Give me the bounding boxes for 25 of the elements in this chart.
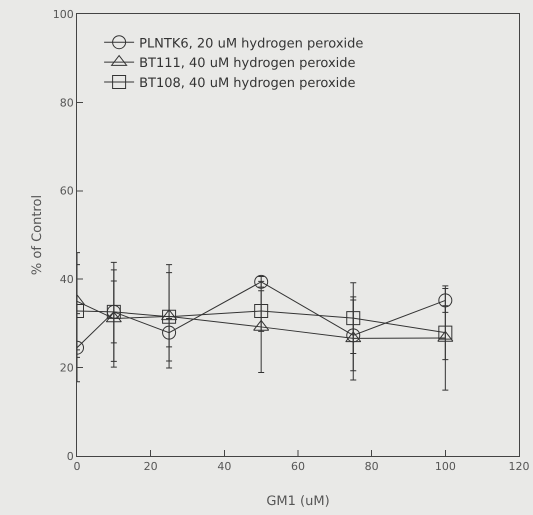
y-tick-label: 0 [66,450,74,463]
legend-label: PLNTK6, 20 uM hydrogen peroxide [139,36,364,52]
y-tick-label: 40 [60,273,74,286]
point [254,304,268,318]
point [346,328,360,342]
x-tick-label: 120 [508,460,530,474]
y-tick-label: 80 [60,96,74,110]
point [162,326,176,340]
x-tick-label: 100 [434,460,456,474]
point [346,311,360,326]
point [162,310,176,324]
y-tick-label: 20 [60,361,74,374]
x-tick-label: 40 [217,460,232,474]
y-tick-label: 60 [60,184,74,198]
x-axis-title: GM1 (uM) [266,494,330,509]
y-axis-title: % of Control [30,194,45,276]
legend-label: BT111, 40 uM hydrogen peroxide [139,56,356,72]
x-tick-label: 60 [291,460,305,474]
y-tick-label: 100 [52,8,74,21]
x-tick-label: 80 [364,460,379,474]
point [438,293,452,308]
point [254,274,268,289]
legend-label: BT108, 40 uM hydrogen peroxide [139,76,356,92]
x-tick-label: 20 [144,460,158,474]
point [438,326,452,340]
